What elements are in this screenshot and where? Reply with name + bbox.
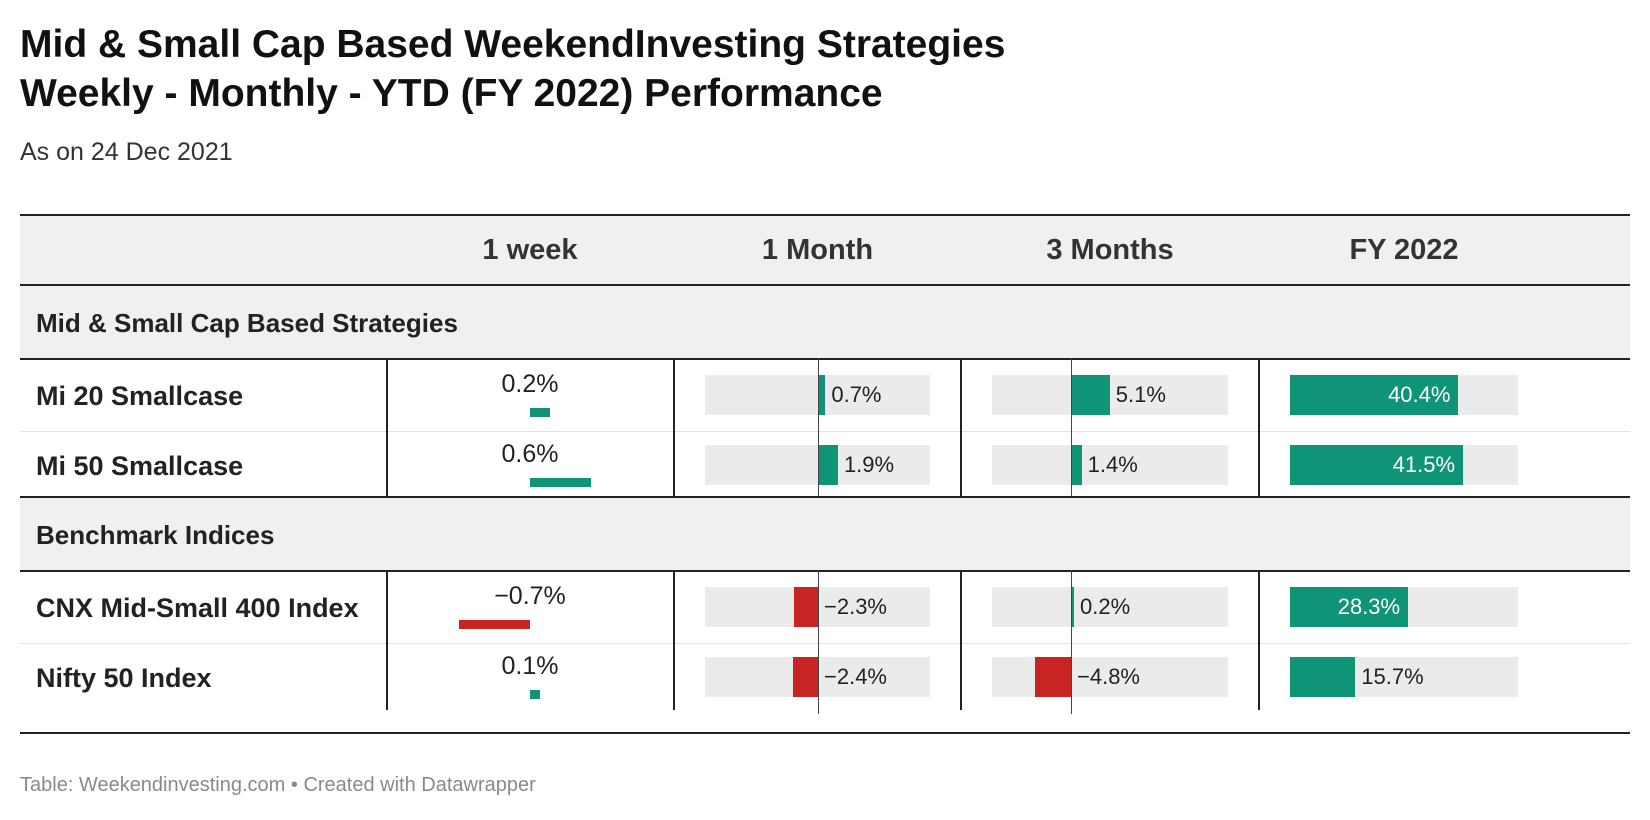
title-line-1: Mid & Small Cap Based WeekendInvesting S…: [20, 23, 1006, 66]
3-months-track: [992, 445, 1228, 485]
column-header-1-month: 1 Month: [761, 234, 874, 266]
3-months-value-label: 5.1%: [1115, 382, 1166, 407]
row-label: Mi 20 Smallcase: [36, 381, 244, 411]
chart-subtitle: As on 24 Dec 2021: [20, 138, 233, 166]
column-divider: [960, 570, 962, 710]
1-month-bar: [792, 657, 818, 697]
fy-2022-bar: [1290, 375, 1459, 415]
group-row: Benchmark Indices: [20, 498, 1630, 572]
row-label: CNX Mid-Small 400 Index: [36, 593, 359, 623]
1-month-track: [705, 375, 930, 415]
column-header-3-months: 3 Months: [1046, 234, 1174, 266]
column-header-fy-2022: FY 2022: [1349, 234, 1459, 266]
table-row: Nifty 50 Index 0.1% −2.4% −4.8% 15.7%: [20, 640, 1630, 714]
chart-title: Mid & Small Cap Based WeekendInvesting S…: [20, 20, 1520, 118]
column-header-1-week: 1 week: [482, 234, 578, 266]
title-line-2: Weekly - Monthly - YTD (FY 2022) Perform…: [20, 72, 883, 115]
table-row: Mi 20 Smallcase 0.2% 0.7% 5.1% 40.4%: [20, 358, 1630, 432]
group-label: Benchmark Indices: [36, 520, 275, 550]
1-month-value-label: −2.3%: [824, 594, 887, 619]
fy-2022-bar: [1290, 587, 1408, 627]
column-divider: [673, 358, 675, 498]
3-months-value-label: 1.4%: [1087, 452, 1138, 477]
fy-2022-value-label: 15.7%: [1361, 664, 1424, 689]
1-month-zero-line: [818, 358, 819, 432]
column-divider: [960, 358, 962, 498]
week-bar: [530, 690, 541, 699]
3-months-track: [992, 657, 1228, 697]
column-divider: [1258, 570, 1260, 710]
3-months-zero-line: [1071, 640, 1072, 714]
table-row: Mi 50 Smallcase 0.6% 1.9% 1.4% 41.5%: [20, 428, 1630, 502]
column-divider: [1258, 358, 1260, 498]
3-months-bar: [1071, 587, 1074, 627]
fy-2022-value-label: 41.5%: [1392, 452, 1456, 477]
1-month-track: [705, 445, 930, 485]
fy-2022-value-label: 28.3%: [1337, 594, 1401, 619]
3-months-value-label: 0.2%: [1080, 594, 1131, 619]
3-months-zero-line: [1071, 428, 1072, 502]
fy-2022-bar: [1290, 657, 1356, 697]
1-month-zero-line: [818, 428, 819, 502]
group-separator: [20, 496, 1630, 498]
fy-2022-bar: [1290, 445, 1463, 485]
1-month-bar: [793, 587, 818, 627]
1-month-zero-line: [818, 570, 819, 644]
table-row: CNX Mid-Small 400 Index −0.7% −2.3% 0.2% 28.…: [20, 570, 1630, 644]
group-row: Mid & Small Cap Based Strategies: [20, 286, 1630, 360]
week-value-label: −0.7%: [494, 582, 566, 610]
3-months-zero-line: [1071, 570, 1072, 644]
3-months-track: [992, 375, 1228, 415]
3-months-bar: [1071, 445, 1082, 485]
1-month-value-label: 1.9%: [843, 452, 895, 477]
header-row: 1 week 1 Month 3 Months FY 2022: [20, 216, 1630, 286]
week-value-label: 0.6%: [501, 440, 559, 468]
performance-table: 1 week 1 Month 3 Months FY 2022 Mid & Sm…: [20, 214, 1630, 734]
3-months-track: [992, 587, 1228, 627]
column-divider: [386, 358, 388, 498]
group-label: Mid & Small Cap Based Strategies: [36, 308, 458, 338]
week-bar: [530, 478, 591, 487]
week-bar: [459, 620, 530, 629]
fy-2022-value-label: 40.4%: [1388, 382, 1451, 407]
row-label: Nifty 50 Index: [36, 663, 212, 693]
week-bar: [530, 408, 551, 417]
1-month-bar: [818, 375, 826, 415]
week-value-label: 0.1%: [501, 652, 559, 680]
column-divider: [386, 570, 388, 710]
1-month-value-label: 0.7%: [831, 382, 882, 407]
3-months-value-label: −4.8%: [1077, 664, 1140, 689]
week-value-label: 0.2%: [501, 370, 559, 398]
1-month-value-label: −2.4%: [824, 664, 887, 689]
3-months-zero-line: [1071, 358, 1072, 432]
row-label: Mi 50 Smallcase: [36, 451, 244, 481]
3-months-bar: [1034, 657, 1071, 697]
3-months-bar: [1071, 375, 1110, 415]
1-month-zero-line: [818, 640, 819, 714]
source-footer: Table: Weekendinvesting.com • Created wi…: [20, 774, 536, 796]
1-month-bar: [818, 445, 838, 485]
column-divider: [673, 570, 675, 710]
